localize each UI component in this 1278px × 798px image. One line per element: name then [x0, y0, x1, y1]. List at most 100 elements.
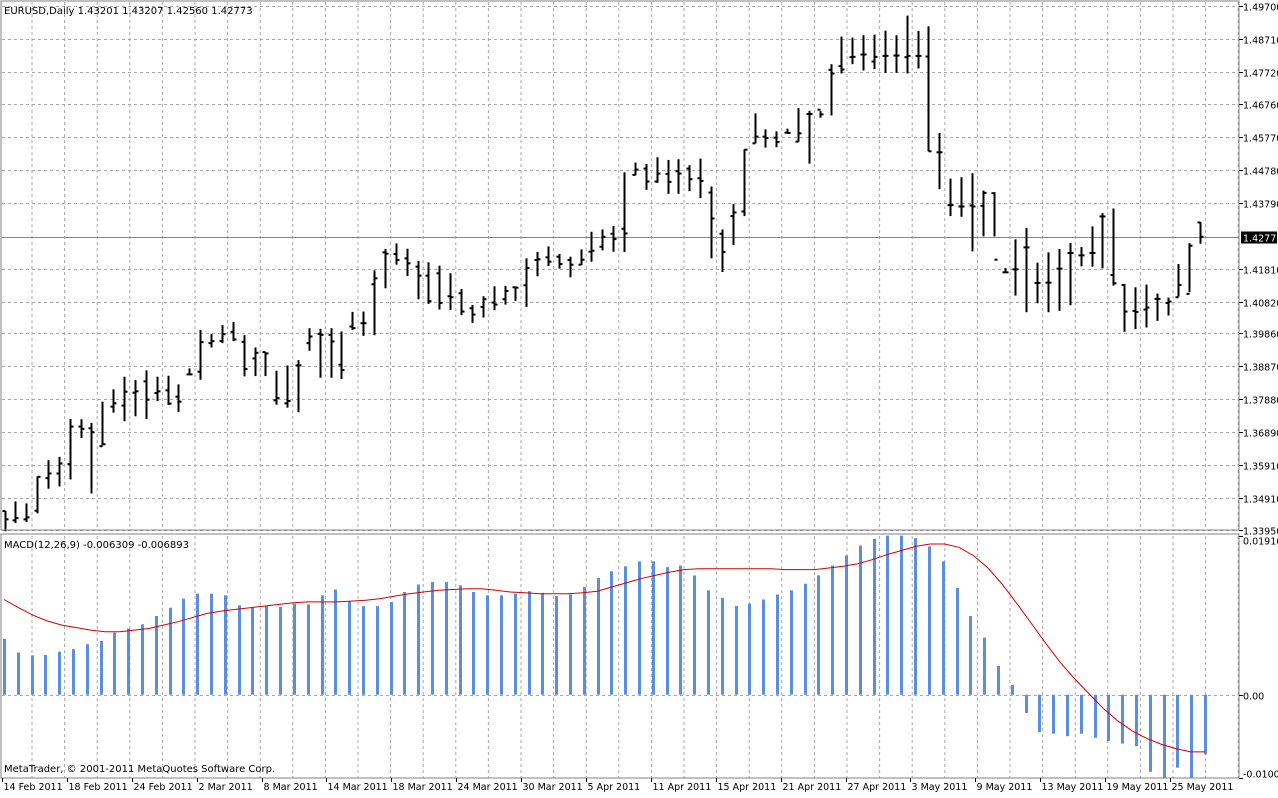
- ohlc-bar: [502, 285, 509, 305]
- macd-bar: [528, 591, 531, 695]
- grid: [2, 2, 1239, 778]
- ohlc-bar: [1067, 243, 1074, 306]
- ohlc-bar: [730, 204, 737, 246]
- price-tick-label: 1.41810: [1243, 266, 1278, 277]
- ohlc-bar: [230, 321, 237, 342]
- ohlc-bar: [849, 37, 856, 65]
- ohlc-bar: [56, 456, 63, 487]
- macd-bar: [72, 649, 75, 695]
- macd-bar: [58, 651, 61, 695]
- ohlc-bar: [273, 370, 280, 405]
- ohlc-bar: [328, 328, 335, 378]
- ohlc-bar: [338, 331, 345, 380]
- price-tick-label: 1.49700: [1243, 3, 1278, 14]
- time-tick-label: 19 May 2011: [1107, 782, 1169, 793]
- ohlc-bar: [88, 422, 95, 494]
- ohlc-bar: [871, 34, 878, 70]
- macd-bar: [169, 607, 172, 695]
- ohlc-bar: [697, 158, 704, 199]
- macd-bar: [334, 589, 337, 695]
- macd-bar: [679, 565, 682, 695]
- ohlc-bar: [34, 475, 41, 514]
- ohlc-bar: [1154, 293, 1161, 321]
- macd-bar: [514, 593, 517, 695]
- time-tick-label: 13 May 2011: [1042, 782, 1104, 793]
- ohlc-bar: [599, 229, 606, 251]
- macd-bar: [541, 592, 544, 695]
- macd-bar: [666, 567, 669, 695]
- macd-bar: [1066, 694, 1069, 737]
- price-tick-label: 1.47720: [1243, 69, 1278, 80]
- ohlc-bar: [1175, 264, 1182, 299]
- macd-bar: [942, 561, 945, 695]
- ohlc-bar: [1110, 208, 1117, 286]
- price-tick-label: 1.46760: [1243, 101, 1278, 112]
- ohlc-bar: [121, 376, 128, 422]
- ohlc-bar: [458, 288, 465, 316]
- macd-bar: [569, 594, 572, 695]
- macd-bar: [472, 592, 475, 695]
- signal-line: [3, 543, 1205, 753]
- macd-bar: [17, 652, 20, 695]
- macd-bar: [431, 582, 434, 695]
- time-tick-label: 25 May 2011: [1172, 782, 1234, 793]
- price-tick-label: 1.43790: [1243, 200, 1278, 211]
- ohlc-bar: [621, 172, 628, 253]
- ohlc-bar: [262, 351, 269, 377]
- ohlc-bar: [610, 226, 617, 252]
- ohlc-bar: [588, 231, 595, 262]
- ohlc-bar: [925, 26, 932, 153]
- ohlc-bar: [806, 110, 813, 164]
- ohlc-bar: [773, 131, 780, 148]
- macd-histogram: [3, 535, 1207, 778]
- ohlc-bar: [675, 159, 682, 194]
- ohlc-bar: [632, 162, 639, 176]
- price-pane-border: [0, 0, 1240, 531]
- ohlc-bar: [480, 296, 487, 318]
- macd-bar: [44, 654, 47, 695]
- macd-bar: [210, 593, 213, 695]
- ohlc-bar: [991, 192, 998, 261]
- macd-bar: [279, 606, 282, 695]
- macd-bar: [1121, 694, 1124, 744]
- price-tick-label: 1.48710: [1243, 36, 1278, 47]
- ohlc-bar: [708, 186, 715, 259]
- current-price-tag-bg: [1241, 231, 1277, 244]
- macd-bar: [362, 606, 365, 695]
- ohlc-bar: [578, 249, 585, 266]
- macd-bar: [155, 616, 158, 695]
- macd-bar: [390, 601, 393, 695]
- price-tick-label: 1.35910: [1243, 462, 1278, 473]
- ohlc-bar: [23, 503, 30, 523]
- macd-bar: [1052, 694, 1055, 734]
- price-tick-label: 1.39860: [1243, 330, 1278, 341]
- macd-bar: [914, 538, 917, 695]
- ohlc-bar: [241, 335, 248, 377]
- macd-bar: [100, 640, 103, 695]
- macd-bar: [583, 587, 586, 695]
- macd-bar: [417, 584, 420, 695]
- ohlc-bar: [665, 159, 672, 194]
- time-tick-label: 3 May 2011: [912, 782, 968, 793]
- ohlc-bar: [1078, 247, 1085, 267]
- macd-bar: [555, 596, 558, 695]
- ohlc-bar: [45, 460, 52, 489]
- ohlc-bar: [404, 248, 411, 276]
- time-tick-label: 24 Mar 2011: [458, 782, 518, 793]
- ohlc-bar: [1045, 252, 1052, 313]
- current-price-value: 1.42773: [1243, 234, 1278, 245]
- ohlc-bar: [980, 190, 987, 237]
- macd-bar: [459, 585, 462, 695]
- macd-bar: [182, 598, 185, 695]
- ohlc-bar: [99, 401, 106, 448]
- time-tick-label: 2 Mar 2011: [199, 782, 253, 793]
- ohlc-bar: [915, 30, 922, 69]
- ohlc-bar: [784, 128, 791, 135]
- time-tick-label: 14 Mar 2011: [328, 782, 388, 793]
- price-tick-label: 1.45770: [1243, 134, 1278, 145]
- price-tick-label: 1.40820: [1243, 299, 1278, 310]
- macd-bar: [817, 575, 820, 695]
- ohlc-bar: [208, 333, 215, 348]
